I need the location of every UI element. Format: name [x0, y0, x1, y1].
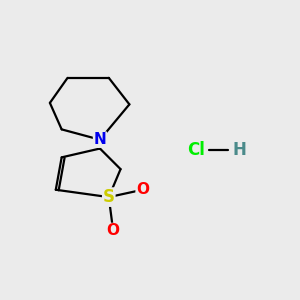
Text: O: O — [107, 224, 120, 238]
Text: Cl: Cl — [187, 141, 205, 159]
Text: H: H — [233, 141, 247, 159]
Text: S: S — [103, 188, 115, 206]
Text: O: O — [136, 182, 149, 197]
Text: N: N — [94, 132, 106, 147]
